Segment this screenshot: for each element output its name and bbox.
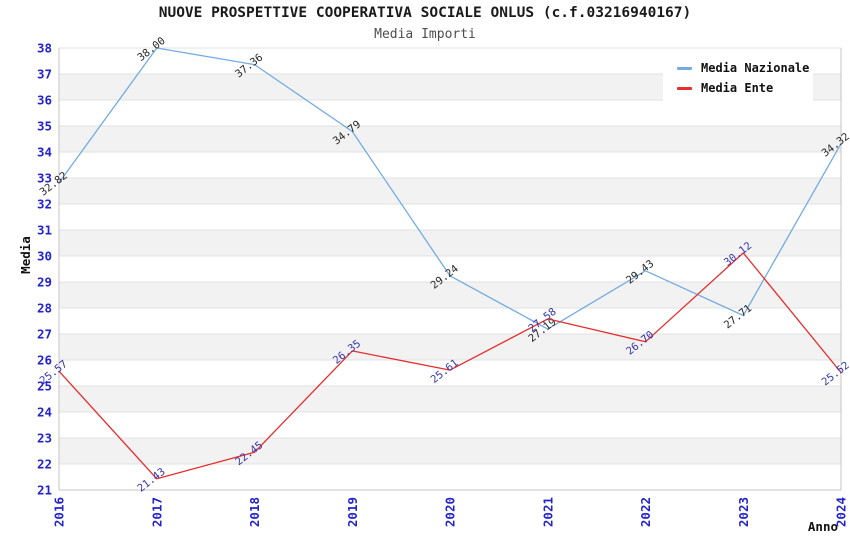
y-tick-label: 36 bbox=[37, 93, 52, 108]
legend-label: Media Nazionale bbox=[701, 61, 810, 75]
legend: Media Nazionale Media Ente bbox=[663, 53, 813, 103]
plot-bands bbox=[59, 74, 841, 464]
band bbox=[59, 230, 841, 256]
y-tick-label: 30 bbox=[37, 249, 52, 264]
y-tick-label: 23 bbox=[37, 431, 52, 446]
legend-swatch-media-nazionale bbox=[677, 66, 692, 70]
chart-subtitle: Media Importi bbox=[374, 27, 476, 42]
x-tick-label: 2024 bbox=[834, 497, 849, 527]
y-tick-label: 31 bbox=[37, 223, 52, 238]
x-axis-title: Anno bbox=[808, 519, 838, 534]
y-tick-label: 22 bbox=[37, 457, 52, 472]
y-tick-label: 25 bbox=[37, 379, 52, 394]
band bbox=[59, 282, 841, 308]
series-line-media-nazionale bbox=[58, 47, 842, 330]
band bbox=[59, 438, 841, 464]
data-label: 25.52 bbox=[820, 359, 850, 388]
band bbox=[59, 386, 841, 412]
y-tick-label: 33 bbox=[37, 171, 52, 186]
y-tick-label: 21 bbox=[37, 483, 52, 498]
legend-swatch-media-ente bbox=[677, 86, 692, 90]
legend-item-media-nazionale: Media Nazionale bbox=[663, 61, 813, 75]
y-tick-labels: 21 22 23 24 25 26 27 28 29 30 31 32 33 34 35 36 37 38 bbox=[37, 41, 52, 498]
chart-title: NUOVE PROSPETTIVE COOPERATIVA SOCIALE ON… bbox=[158, 5, 692, 21]
y-tick-label: 34 bbox=[37, 145, 52, 160]
x-tick-label: 2021 bbox=[540, 497, 555, 527]
x-tick-label: 2020 bbox=[443, 497, 458, 527]
x-tick-label: 2023 bbox=[736, 497, 751, 527]
x-tick-label: 2022 bbox=[638, 497, 653, 527]
band bbox=[59, 334, 841, 360]
y-tick-label: 35 bbox=[37, 119, 52, 134]
y-tick-label: 28 bbox=[37, 301, 52, 316]
x-tick-labels: 2016 2017 2018 2019 2020 2021 2022 2023 2024 bbox=[52, 497, 849, 527]
y-tick-label: 38 bbox=[37, 41, 52, 56]
x-tick-label: 2016 bbox=[52, 497, 67, 527]
data-label: 25.61 bbox=[429, 357, 461, 386]
y-tick-label: 24 bbox=[37, 405, 52, 420]
y-tick-label: 26 bbox=[37, 353, 52, 368]
x-tick-label: 2017 bbox=[149, 497, 164, 527]
x-tick-label: 2018 bbox=[247, 497, 262, 527]
y-tick-label: 32 bbox=[37, 197, 52, 212]
y-axis-title: Media bbox=[18, 236, 33, 274]
y-tick-label: 29 bbox=[37, 275, 52, 290]
gridlines bbox=[59, 47, 841, 491]
legend-label: Media Ente bbox=[701, 81, 774, 95]
x-tick-label: 2019 bbox=[345, 497, 360, 527]
legend-item-media-ente: Media Ente bbox=[663, 81, 813, 95]
y-tick-label: 27 bbox=[37, 327, 52, 342]
band bbox=[59, 178, 841, 204]
band bbox=[59, 126, 841, 152]
series-line-media-ente bbox=[58, 252, 842, 480]
y-tick-label: 37 bbox=[37, 67, 52, 82]
